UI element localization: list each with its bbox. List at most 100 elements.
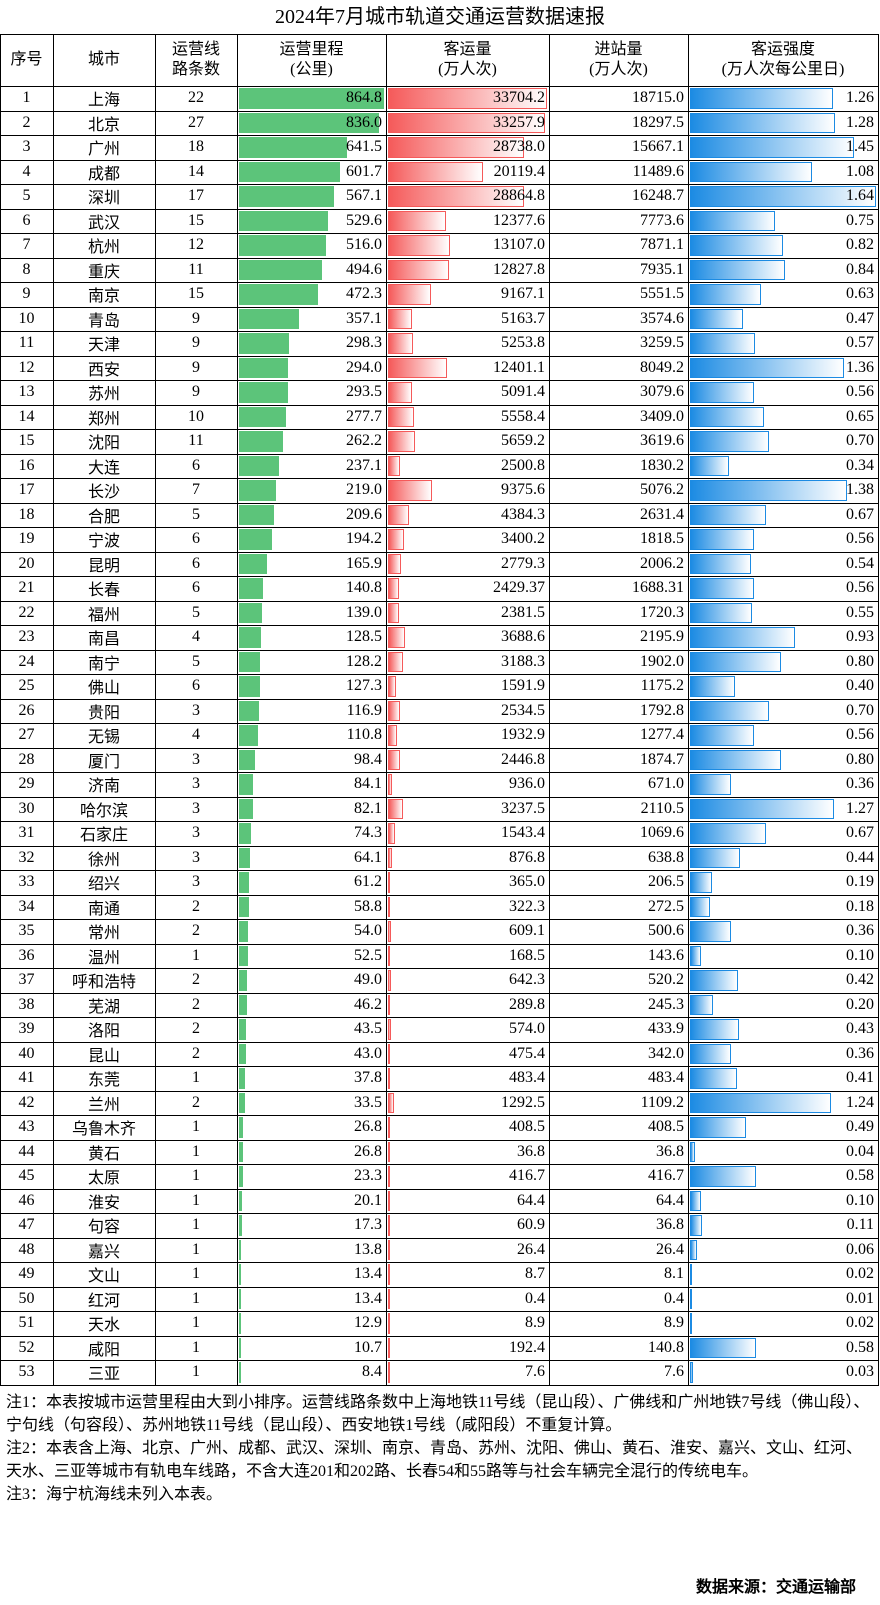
table-cell: 福州	[53, 600, 156, 626]
data-bar	[388, 676, 396, 697]
data-bar	[388, 774, 393, 795]
data-bar	[388, 945, 390, 966]
table-cell: 昆明	[53, 551, 156, 577]
table-cell: 51	[0, 1311, 54, 1337]
cell-text: 0.47	[846, 309, 874, 327]
table-cell: 0.58	[688, 1335, 879, 1361]
table-cell: 13	[0, 380, 54, 406]
cell-text: 5	[22, 187, 31, 205]
cell-text: 32	[18, 848, 35, 866]
table-cell: 140.8	[549, 1335, 689, 1361]
cell-text: 9	[192, 358, 200, 376]
data-bar	[388, 161, 483, 182]
cell-text: 0.56	[846, 579, 874, 597]
cell-text: 5	[192, 652, 200, 670]
cell-text: 3	[192, 701, 200, 719]
cell-text: 245.3	[648, 995, 684, 1013]
table-cell: 529.6	[237, 208, 387, 234]
data-bar	[239, 1264, 242, 1285]
table-cell: 0.47	[688, 306, 879, 332]
cell-text: 无锡	[87, 729, 120, 747]
table-cell: 1	[155, 1311, 238, 1337]
cell-text: 长春	[87, 582, 120, 600]
table-cell: 8.4	[237, 1360, 387, 1386]
data-bar	[239, 308, 299, 329]
cell-text: 0.04	[846, 1142, 874, 1160]
table-cell: 12827.8	[386, 257, 550, 283]
data-bar	[690, 382, 754, 403]
cell-text: 0.80	[846, 652, 874, 670]
cell-text: 33.5	[354, 1093, 382, 1111]
cell-text: 24	[18, 652, 35, 670]
table-cell: 64.1	[237, 845, 387, 871]
cell-text: 22	[188, 89, 204, 107]
table-cell: 12377.6	[386, 208, 550, 234]
table-cell: 哈尔滨	[53, 796, 156, 822]
cell-text: 26	[18, 701, 35, 719]
table-cell: 2779.3	[386, 551, 550, 577]
table-cell: 262.2	[237, 429, 387, 455]
table-cell: 0.02	[688, 1262, 879, 1288]
cell-text: 1830.2	[640, 456, 684, 474]
cell-text: 11489.6	[632, 162, 684, 180]
cell-text: 472.3	[346, 285, 382, 303]
table-cell: 0.34	[688, 453, 879, 479]
data-bar	[239, 798, 253, 819]
cell-text: 48	[18, 1240, 35, 1258]
table-cell: 7935.1	[549, 257, 689, 283]
table-cell: 53	[0, 1360, 54, 1386]
table-cell: 33.5	[237, 1090, 387, 1116]
data-bar	[239, 406, 286, 427]
cell-text: 19	[18, 530, 35, 548]
table-cell: 2381.5	[386, 600, 550, 626]
table-cell: 0.70	[688, 698, 879, 724]
table-cell: 47	[0, 1213, 54, 1239]
cell-text: 文山	[87, 1268, 120, 1286]
cell-text: 8.7	[525, 1265, 545, 1283]
cell-text: 51	[18, 1314, 35, 1332]
cell-text: 1.36	[846, 358, 874, 376]
data-bar	[690, 406, 764, 427]
table-cell: 3	[155, 821, 238, 847]
data-bar	[388, 921, 391, 942]
cell-text: 0.63	[846, 285, 874, 303]
cell-text: 43.5	[354, 1020, 382, 1038]
data-bar	[239, 357, 289, 378]
data-bar	[388, 1117, 390, 1138]
cell-text: 18297.5	[632, 113, 684, 131]
cell-text: 8	[22, 260, 31, 278]
table-cell: 1.27	[688, 796, 879, 822]
cell-text: 昆山	[87, 1047, 120, 1065]
cell-text: 0.67	[846, 505, 874, 523]
table-cell: 0.65	[688, 404, 879, 430]
table-cell: 2	[155, 1041, 238, 1067]
cell-text: 西安	[87, 361, 120, 379]
table-cell: 3574.6	[549, 306, 689, 332]
table-cell: 6	[0, 208, 54, 234]
cell-text: 0.06	[846, 1240, 874, 1258]
table-cell: 1	[155, 1139, 238, 1165]
cell-text: 0.58	[846, 1338, 874, 1356]
cell-text: 237.1	[346, 456, 382, 474]
cell-text: 0.56	[846, 726, 874, 744]
cell-text: 2	[192, 1020, 200, 1038]
cell-text: 沈阳	[87, 435, 120, 453]
table-cell: 2631.4	[549, 502, 689, 528]
cell-text: 416.7	[509, 1167, 545, 1185]
cell-text: 1543.4	[501, 824, 545, 842]
table-cell: 27	[0, 723, 54, 749]
table-cell: 0.58	[688, 1164, 879, 1190]
header-text: (万人次)	[438, 61, 497, 78]
cell-text: 500.6	[648, 922, 684, 940]
table-cell: 3	[155, 747, 238, 773]
data-bar	[388, 602, 400, 623]
cell-text: 1	[192, 1191, 200, 1209]
cell-text: 1175.2	[640, 677, 684, 695]
cell-text: 289.8	[509, 995, 545, 1013]
cell-text: 7.6	[525, 1363, 545, 1381]
data-bar	[690, 700, 770, 721]
cell-text: 17	[18, 481, 35, 499]
table-cell: 沈阳	[53, 429, 156, 455]
cell-text: 石家庄	[79, 827, 128, 845]
cell-text: 2	[192, 995, 200, 1013]
